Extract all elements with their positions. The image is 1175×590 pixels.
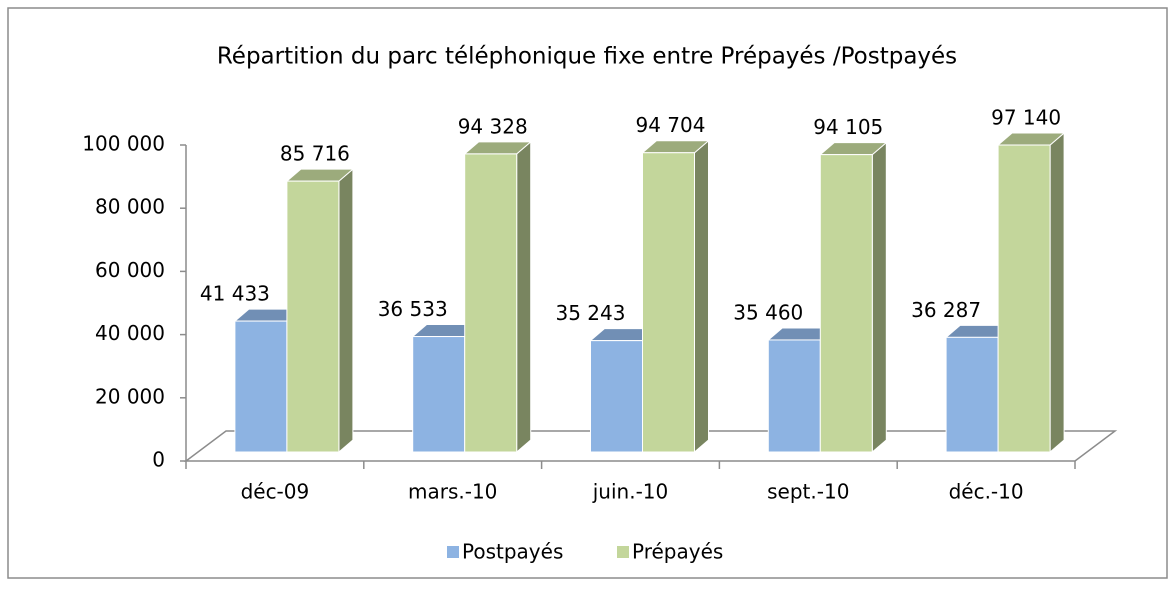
bar (463, 140, 533, 454)
x-tick-label: déc-09 (241, 480, 310, 504)
bar-front (997, 144, 1051, 453)
y-tick-label: 20 000 (95, 384, 165, 408)
legend-label: Prépayés (632, 540, 723, 564)
bar (818, 141, 888, 454)
bar (996, 131, 1066, 454)
data-label: 94 328 (458, 114, 528, 138)
bar-side (694, 139, 709, 454)
data-label: 41 433 (200, 282, 270, 306)
y-tick-label: 80 000 (95, 195, 165, 219)
bar-front (234, 320, 288, 453)
chart-border (7, 7, 1168, 579)
y-tick-label: 0 (152, 448, 165, 472)
data-label: 94 105 (813, 115, 883, 139)
bar-front (945, 336, 999, 453)
x-tick-label: sept.-10 (767, 480, 849, 504)
bar-side (871, 141, 887, 454)
data-label: 85 716 (280, 142, 350, 166)
legend-swatch (447, 546, 459, 558)
x-tick-label: mars.-10 (408, 480, 497, 504)
data-label: 94 704 (636, 113, 706, 137)
data-label: 35 243 (556, 301, 626, 325)
data-label: 97 140 (991, 106, 1061, 130)
x-tick-label: déc.-10 (949, 480, 1024, 504)
bar (641, 139, 710, 454)
bar-side (1049, 131, 1065, 454)
bar-front (642, 152, 695, 453)
bar-front (590, 340, 643, 453)
bar-front (767, 339, 821, 453)
data-label: 36 287 (911, 298, 981, 322)
bar-front (412, 336, 466, 453)
data-label: 36 533 (378, 297, 448, 321)
y-tick-label: 40 000 (95, 321, 165, 345)
x-tick-label: juin.-10 (592, 480, 669, 504)
legend-swatch (617, 546, 629, 558)
bar-side (338, 168, 354, 454)
data-label: 35 460 (733, 300, 803, 324)
y-tick-label: 60 000 (95, 258, 165, 282)
bar-front (819, 154, 873, 453)
bar-front (464, 153, 518, 453)
y-tick-label: 100 000 (82, 132, 165, 156)
chart-title: Répartition du parc téléphonique fixe en… (217, 44, 957, 70)
bar (285, 168, 355, 454)
bar-side (516, 140, 532, 454)
legend-label: Postpayés (462, 540, 563, 564)
bar-front (286, 180, 340, 453)
